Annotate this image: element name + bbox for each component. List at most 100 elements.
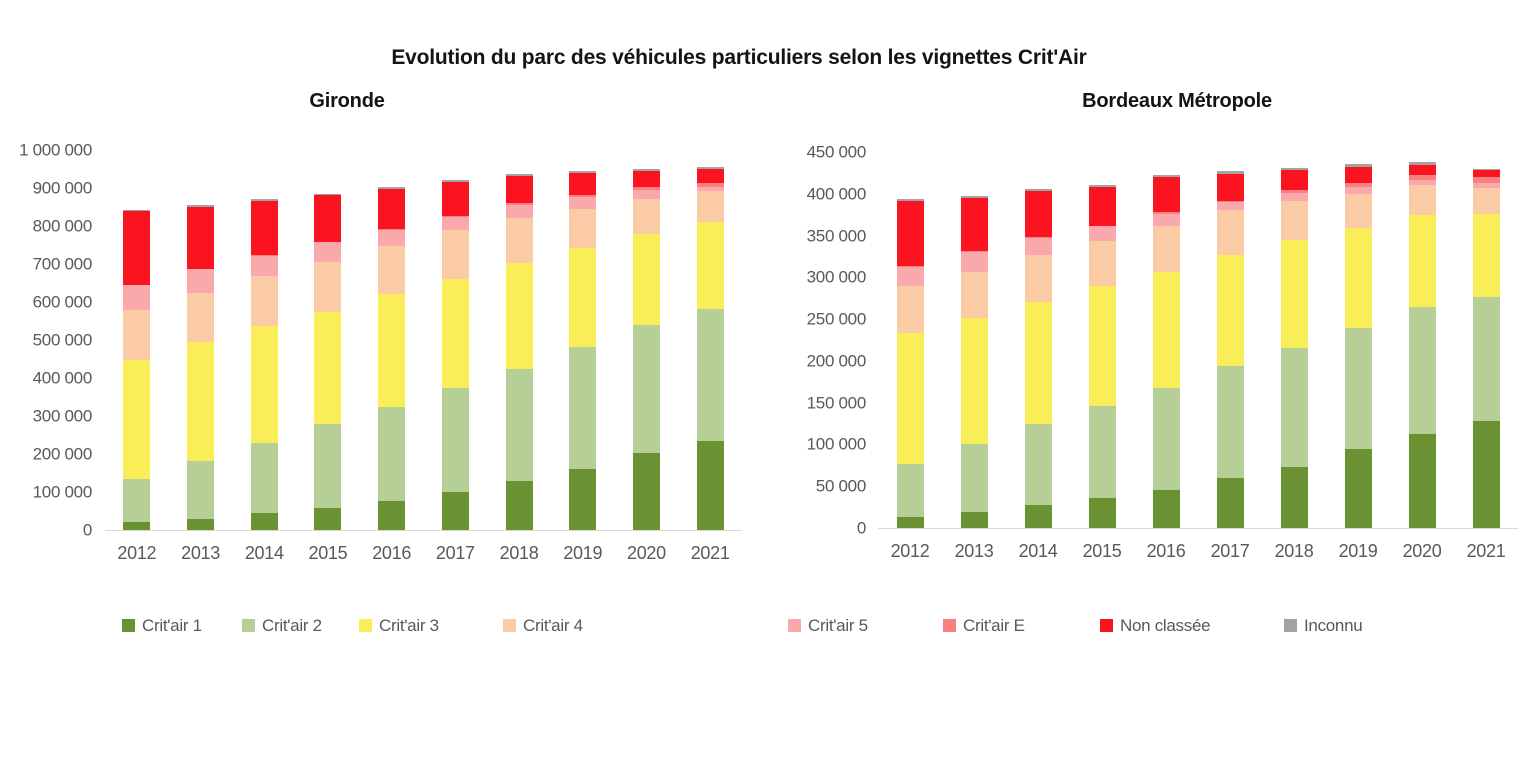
stacked-bar-2020 — [1408, 152, 1436, 528]
bar-segment — [569, 248, 597, 348]
x-tick-label: 2013 — [181, 543, 220, 563]
stacked-bar-2016 — [378, 150, 406, 530]
bar-segment — [960, 252, 988, 272]
y-tick-label: 500 000 — [32, 330, 93, 350]
legend-label: Crit'air E — [963, 616, 1025, 635]
bar-segment — [441, 216, 469, 231]
stacked-bar-2016 — [1152, 152, 1180, 528]
bar-segment — [441, 179, 469, 182]
bar-segment — [1216, 200, 1244, 203]
x-tick-label: 2014 — [244, 543, 284, 563]
bar-segment — [441, 230, 469, 280]
bar-segment — [187, 269, 215, 293]
bar-segment — [187, 292, 215, 343]
bar-segment — [1472, 187, 1500, 214]
y-tick-label: 100 000 — [32, 482, 93, 502]
bar-segment — [314, 241, 342, 243]
stacked-bar-2019 — [1344, 152, 1372, 528]
bar-segment — [960, 318, 988, 444]
bar-segment — [505, 263, 533, 369]
y-tick-label: 0 — [856, 518, 866, 538]
bar-segment — [696, 166, 724, 169]
plot-area: 2012 2013 2014 2015 2016 2017 2018 2019 2020 2021 — [878, 152, 1518, 560]
bar-segment — [569, 347, 597, 470]
chart-gironde: Gironde 0 100 000 200 000 300 000 400 000 500… — [0, 0, 770, 620]
bar-segment — [250, 512, 278, 530]
bar-segment — [696, 168, 724, 184]
y-tick-label: 600 000 — [32, 292, 93, 312]
y-tick-label: 450 000 — [806, 142, 867, 162]
bar-segment — [1472, 168, 1500, 171]
bar-segment — [1280, 467, 1308, 528]
bar-segment — [250, 255, 278, 276]
bar-segment — [1472, 296, 1500, 422]
x-tick-label: 2020 — [627, 543, 666, 563]
bar-segment — [1408, 162, 1436, 165]
bar-segment — [1024, 302, 1052, 424]
bar-segment — [1280, 170, 1308, 190]
bar-segment — [960, 443, 988, 513]
y-tick-label: 400 000 — [32, 368, 93, 388]
bar-segment — [632, 199, 660, 234]
stacked-bar-2015 — [1088, 152, 1116, 528]
bar-segment — [378, 501, 406, 530]
bar-segment — [1408, 164, 1436, 176]
legend-swatch-icon — [359, 619, 372, 632]
bar-segment — [505, 175, 533, 204]
bar-segment — [1152, 213, 1180, 226]
bar-segment — [1280, 347, 1308, 468]
bar-segment — [1088, 240, 1116, 286]
bar-segment — [1088, 184, 1116, 188]
legend-label: Crit'air 5 — [808, 616, 868, 635]
legend-swatch-icon — [122, 619, 135, 632]
bar-segment — [1024, 237, 1052, 239]
bar-segment — [1024, 191, 1052, 238]
chart-bordeaux-metropole-title: Bordeaux Métropole — [1082, 90, 1272, 112]
bar-segment — [960, 512, 988, 528]
bar-segment — [1216, 477, 1244, 528]
legend-item: Inconnu — [1284, 616, 1363, 635]
stacked-bar-2012 — [123, 150, 151, 530]
x-tick-label: 2021 — [690, 543, 730, 563]
bar-segment — [314, 508, 342, 530]
bar-segment — [1280, 189, 1308, 193]
stacked-bar-2020 — [632, 150, 660, 530]
bar-segment — [1472, 182, 1500, 188]
bar-segment — [1408, 214, 1436, 307]
bar-segment — [1024, 505, 1052, 528]
bar-segment — [123, 284, 151, 310]
bar-segment — [123, 522, 151, 530]
bar-segment — [632, 324, 660, 454]
bar-segment — [1344, 167, 1372, 183]
bar-segment — [1088, 187, 1116, 226]
bar-segment — [250, 199, 278, 201]
x-tick-label: 2015 — [1082, 541, 1122, 561]
bar-segment — [441, 215, 469, 217]
legend-label: Crit'air 1 — [142, 616, 202, 635]
bar-segment — [1472, 213, 1500, 297]
stacked-bar-2019 — [569, 150, 597, 530]
x-tick-label: 2018 — [499, 543, 539, 563]
y-axis: 0 50 000 100 000 150 000 200 000 250 000 300 0… — [770, 144, 867, 537]
bar-segment — [123, 209, 151, 212]
legend-label: Inconnu — [1304, 616, 1363, 635]
bar-segment — [1408, 306, 1436, 434]
bar-segment — [1280, 167, 1308, 171]
stacked-bar-2014 — [1024, 152, 1052, 528]
bar-segment — [441, 181, 469, 216]
stacked-bar-2021 — [1472, 152, 1500, 528]
legend-label: Non classée — [1120, 616, 1211, 635]
bar-segment — [250, 442, 278, 513]
bar-segment — [250, 201, 278, 256]
bar-segment — [1024, 188, 1052, 192]
bar-segment — [123, 479, 151, 523]
plot-area: 2012 2013 2014 2015 2016 2017 2018 2019 2020 2021 — [105, 150, 742, 562]
bar-segment — [441, 387, 469, 492]
legend-item: Crit'air 2 — [242, 617, 322, 634]
legend-swatch-icon — [1284, 619, 1297, 632]
bar-segment — [1152, 387, 1180, 490]
x-tick-label: 2020 — [1402, 541, 1442, 561]
y-tick-label: 300 000 — [32, 406, 93, 426]
bar-segment — [1344, 163, 1372, 168]
